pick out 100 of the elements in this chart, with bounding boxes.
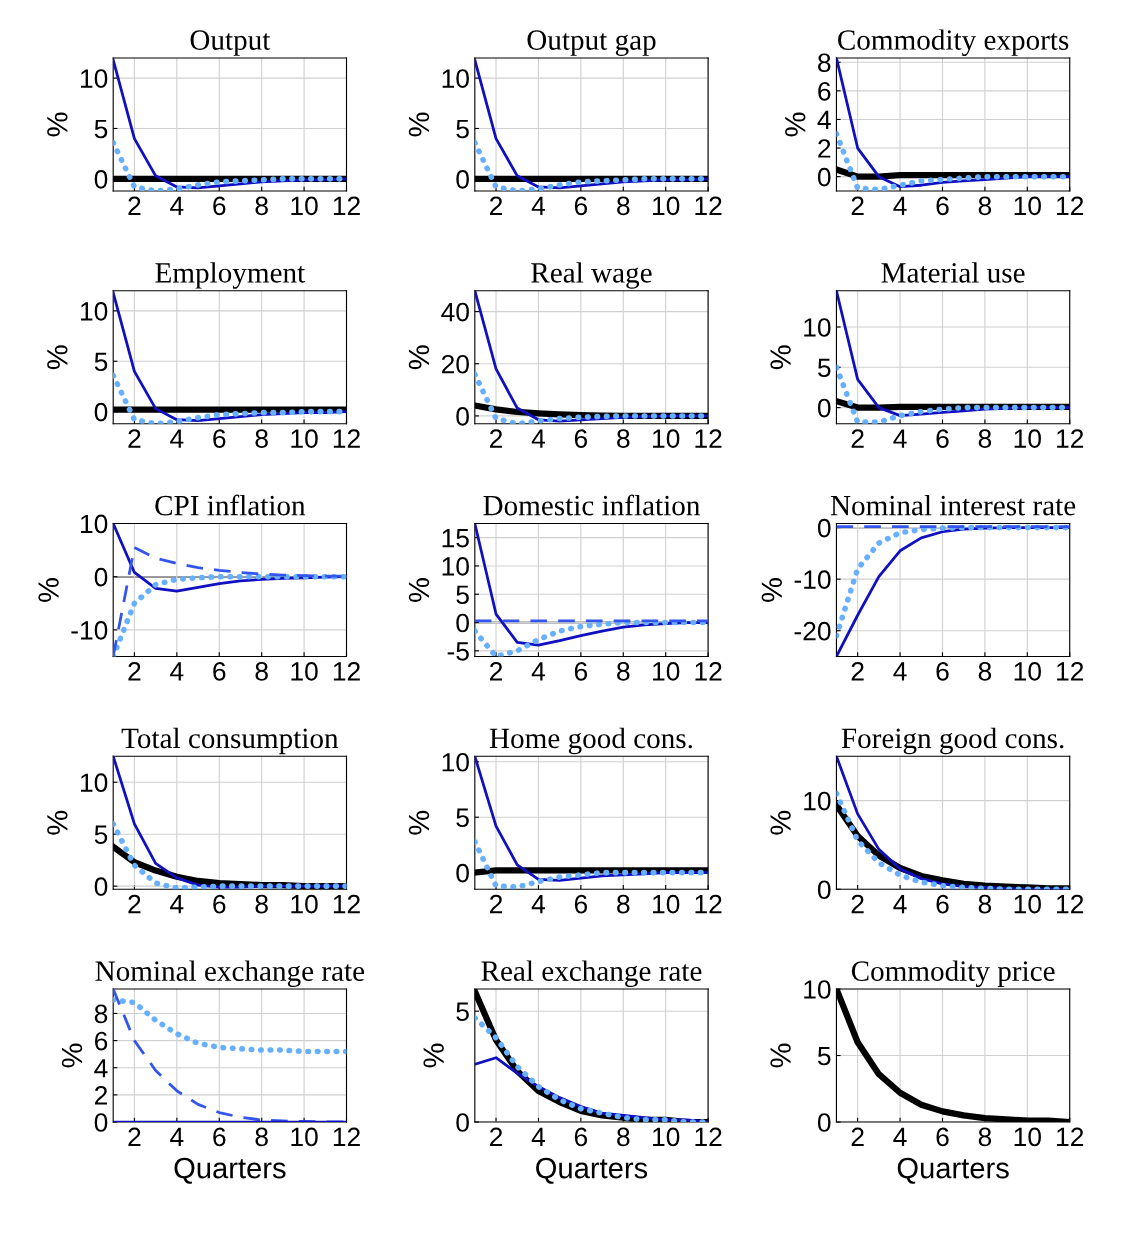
y-tick-label: 2: [818, 139, 831, 158]
y-axis-title: %: [761, 578, 783, 602]
y-axis-title: %: [770, 1043, 791, 1068]
y-axis-title: %: [408, 810, 430, 835]
x-tick-label: 2: [851, 662, 864, 681]
y-tick-label: 10: [81, 69, 108, 88]
y-tick-label: 0: [456, 407, 469, 426]
y-tick-label: 0: [94, 402, 108, 422]
y-tick-label: 2: [94, 1086, 108, 1105]
x-tick-label: 2: [128, 894, 141, 914]
x-tick-label: 4: [531, 1127, 546, 1147]
x-tick-label: 12: [333, 429, 360, 448]
x-tick-label: 8: [255, 196, 268, 216]
y-tick-label: 0: [456, 170, 469, 189]
y-tick-label: 8: [818, 53, 831, 73]
x-tick-label: 12: [1057, 429, 1084, 448]
y-axis-title: %: [423, 1043, 444, 1068]
y-tick-label: 0: [817, 518, 831, 538]
chart-title: Foreign good cons.: [841, 727, 1064, 755]
x-tick-label: 6: [213, 894, 226, 914]
y-axis-title: %: [38, 578, 59, 602]
x-tick-label: 6: [213, 196, 226, 216]
x-tick-label: 4: [170, 1127, 184, 1147]
x-tick-label: 8: [978, 894, 992, 914]
x-tick-label: 6: [574, 662, 588, 681]
x-tick-label: 12: [1057, 894, 1084, 914]
y-tick-label: -10: [794, 570, 831, 589]
y-tick-label: 5: [456, 1002, 469, 1022]
y-tick-label: 5: [817, 358, 831, 378]
x-tick-label: 6: [574, 196, 588, 216]
y-tick-label: 5: [817, 1046, 831, 1066]
y-tick-label: 5: [456, 119, 469, 139]
x-tick-label: 6: [936, 429, 949, 448]
x-tick-label: 4: [531, 429, 546, 448]
y-tick-label: 10: [442, 69, 469, 88]
x-tick-label: 6: [936, 1127, 949, 1147]
chart-title: Domestic inflation: [483, 494, 700, 516]
x-tick-label: 10: [653, 429, 680, 448]
chart-title: CPI inflation: [155, 494, 306, 516]
x-tick-label: 4: [170, 429, 184, 448]
x-tick-label: 2: [851, 429, 864, 448]
y-tick-label: 6: [818, 81, 831, 101]
x-tick-label: 12: [695, 1127, 722, 1147]
y-tick-label: 0: [94, 1113, 108, 1132]
x-tick-label: 10: [1014, 662, 1041, 681]
x-tick-label: 10: [653, 662, 680, 681]
y-tick-label: 10: [442, 557, 469, 576]
y-tick-label: 0: [456, 1113, 469, 1132]
chart-title: Real wage: [531, 262, 652, 289]
y-tick-label: 5: [94, 825, 108, 845]
y-tick-label: 0: [94, 877, 108, 896]
y-tick-label: 4: [817, 110, 831, 130]
x-tick-label: 4: [893, 895, 907, 914]
y-tick-label: 0: [817, 167, 831, 187]
x-tick-label: 8: [978, 1127, 992, 1147]
x-tick-label: 12: [333, 1127, 360, 1147]
x-tick-label: 4: [531, 895, 546, 914]
x-tick-label: 10: [291, 429, 318, 448]
y-tick-label: 10: [804, 791, 831, 811]
x-tick-label: 2: [851, 1127, 864, 1147]
chart-title: Commodity price: [851, 960, 1055, 987]
chart-title: Output: [190, 30, 271, 56]
y-axis-title: %: [408, 112, 430, 137]
x-tick-label: 6: [213, 662, 226, 681]
y-tick-label: 4: [94, 1059, 108, 1078]
y-tick-label: 0: [817, 880, 831, 900]
y-tick-label: 5: [456, 585, 469, 605]
x-tick-label: 12: [333, 196, 360, 215]
x-tick-label: 6: [574, 1127, 588, 1147]
x-tick-label: 10: [291, 196, 318, 216]
x-tick-label: 12: [1057, 1127, 1084, 1147]
x-tick-label: 6: [574, 429, 588, 448]
x-tick-label: 2: [490, 429, 503, 448]
x-tick-label: 2: [128, 196, 141, 215]
x-tick-label: 8: [617, 1127, 630, 1147]
x-tick-label: 6: [936, 894, 949, 914]
x-tick-label: 10: [291, 662, 318, 681]
x-tick-label: 6: [936, 662, 949, 681]
x-tick-label: 8: [255, 429, 268, 448]
x-tick-label: 8: [978, 196, 992, 216]
y-axis-title: %: [47, 112, 68, 137]
x-tick-label: 4: [170, 662, 184, 681]
y-tick-label: 8: [94, 1004, 108, 1024]
x-tick-label: 4: [893, 1127, 907, 1147]
y-axis-title: %: [408, 345, 430, 370]
y-tick-label: -5: [447, 642, 469, 661]
x-axis-title: Quarters: [536, 1157, 648, 1184]
x-tick-label: 2: [490, 894, 503, 914]
x-tick-label: 12: [333, 662, 360, 681]
x-tick-label: 10: [653, 196, 680, 216]
y-tick-label: 0: [94, 567, 108, 587]
x-tick-label: 8: [617, 662, 630, 681]
y-tick-label: 10: [81, 302, 108, 321]
y-tick-label: 10: [81, 514, 108, 534]
y-tick-label: 15: [442, 529, 469, 548]
y-tick-label: 20: [441, 354, 469, 374]
y-axis-title: %: [47, 810, 68, 835]
y-axis-title: %: [61, 1043, 83, 1068]
x-tick-label: 12: [695, 662, 722, 681]
x-tick-label: 12: [333, 894, 360, 914]
